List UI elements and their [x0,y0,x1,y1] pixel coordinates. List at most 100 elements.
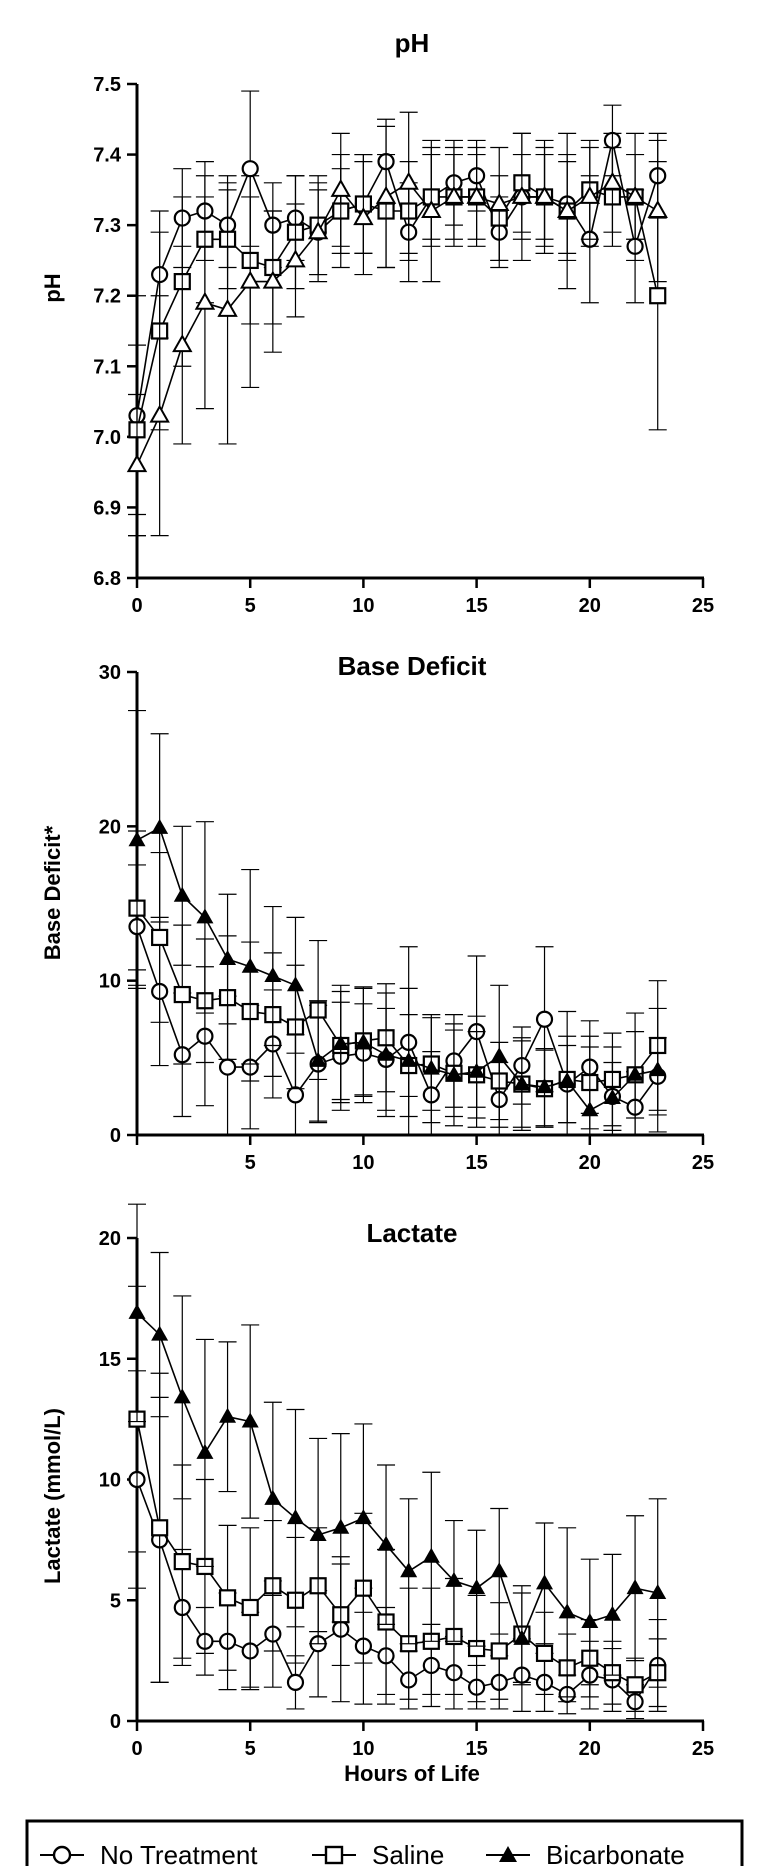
x-tick-label: 0 [131,1738,142,1760]
data-point [534,185,555,204]
data-point [196,1443,214,1459]
data-point [126,454,148,473]
ph-axes: 6.8 6.9 7.0 7.1 7.2 7.3 7.4 7.5 0 5 10 15 20 25 [93,74,714,617]
data-point [286,976,304,992]
data-point [128,831,146,847]
data-point [151,818,169,834]
data-point [332,1518,350,1534]
data-point [490,1642,508,1660]
series-bicarbonate [126,111,668,537]
data-point [151,1519,169,1537]
data-point [218,1589,237,1607]
data-point [489,192,510,211]
data-point [626,1676,644,1694]
data-point [172,334,193,353]
series-line [136,1418,659,1686]
data-point [513,1075,531,1091]
ph-title: pH [395,28,430,58]
y-tick-label: 7.1 [93,356,121,378]
data-point [556,200,578,219]
data-point [647,200,668,219]
data-point [173,1553,191,1571]
lactate-panel: Lactate Lactate (mmol/L) 0 5 10 15 20 0 5 10 15 2… [40,1203,714,1786]
base-deficit-series [128,709,667,1135]
x-tick-label: 25 [692,1738,714,1760]
series-line [136,1312,658,1642]
data-point [151,928,169,947]
data-point [309,1051,327,1067]
y-tick-label: 6.9 [93,497,121,519]
base-deficit-panel: Base Deficit Base Deficit* 0 10 20 30 5 10 15 2… [40,651,714,1174]
data-point [536,1574,554,1590]
data-point [375,185,397,204]
data-point [217,298,238,317]
circle-marker-icon [52,1845,72,1865]
data-point [332,1034,350,1050]
series-no-treatment [128,90,667,537]
x-tick-label: 15 [465,1152,487,1174]
data-point [128,1303,146,1319]
y-tick-label: 7.2 [93,286,121,308]
data-point [219,1407,237,1423]
data-point [241,957,259,973]
series-line [136,181,659,466]
series-line [136,140,659,416]
series-line [136,1479,659,1703]
lactate-y-axis-label: Lactate (mmol/L) [40,1408,65,1584]
y-tick-label: 6.8 [93,568,121,590]
x-tick-label: 10 [352,1152,374,1174]
legend-item-saline: Saline [312,1840,444,1866]
data-point [264,1489,282,1505]
data-point [466,185,487,204]
series-line [136,926,659,1109]
series-bicarbonate [128,1203,667,1698]
x-tick-label: 0 [131,595,142,617]
ph-y-axis-label: pH [40,273,65,302]
legend-label: Saline [372,1840,444,1866]
series-line [136,826,658,1112]
legend-item-bicarbonate: Bicarbonate [486,1840,685,1866]
legend-label: Bicarbonate [546,1840,685,1866]
data-point [579,185,601,204]
y-tick-label: 30 [99,662,121,684]
data-point [558,1603,576,1619]
data-point [219,950,237,966]
data-point [400,1562,418,1578]
data-point [194,291,216,310]
x-tick-label: 5 [245,1738,256,1760]
data-point [218,1058,237,1076]
data-point [173,985,191,1004]
data-point [286,1673,305,1691]
data-point [490,1562,508,1578]
data-point [513,1629,531,1645]
data-point [285,249,306,268]
y-tick-label: 7.3 [93,215,121,237]
triangle-marker-icon [499,1846,517,1862]
lactate-axes: 0 5 10 15 20 0 5 10 15 20 25 [99,1228,714,1760]
data-point [536,1078,554,1094]
data-point [626,1579,644,1595]
legend-box [25,1819,744,1866]
x-tick-label: 10 [352,1738,374,1760]
ph-series [126,90,668,537]
data-point [649,1061,667,1077]
data-point [490,1047,508,1063]
data-point [602,171,623,190]
y-tick-label: 5 [110,1590,121,1612]
data-point [535,1644,554,1662]
data-point [511,185,533,204]
y-tick-label: 7.5 [93,74,121,96]
lactate-series [128,1203,667,1720]
series-saline [128,830,667,1130]
data-point [262,270,284,289]
x-tick-label: 15 [465,595,487,617]
data-point [603,1088,621,1104]
data-point [581,1612,599,1628]
data-point [353,207,374,226]
data-point [649,1584,667,1600]
x-tick-label: 10 [352,595,374,617]
y-tick-label: 15 [99,1349,121,1371]
data-point [377,1045,395,1061]
y-tick-label: 7.4 [93,145,122,167]
